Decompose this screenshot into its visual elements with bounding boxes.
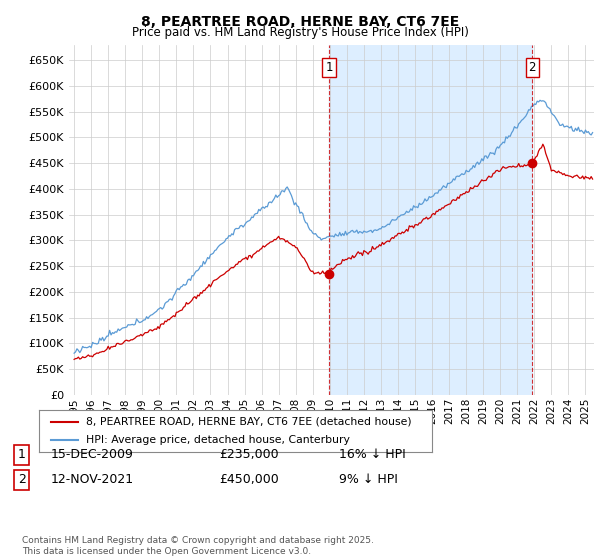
Text: HPI: Average price, detached house, Canterbury: HPI: Average price, detached house, Cant…	[86, 435, 350, 445]
Text: 12-NOV-2021: 12-NOV-2021	[51, 473, 134, 487]
Text: 15-DEC-2009: 15-DEC-2009	[51, 448, 134, 461]
Text: 2: 2	[17, 473, 26, 487]
Text: £450,000: £450,000	[219, 473, 279, 487]
Bar	[329, 45, 532, 395]
Text: 8, PEARTREE ROAD, HERNE BAY, CT6 7EE (detached house): 8, PEARTREE ROAD, HERNE BAY, CT6 7EE (de…	[86, 417, 412, 427]
Text: 1: 1	[17, 448, 26, 461]
Text: 8, PEARTREE ROAD, HERNE BAY, CT6 7EE: 8, PEARTREE ROAD, HERNE BAY, CT6 7EE	[141, 15, 459, 29]
Text: Price paid vs. HM Land Registry's House Price Index (HPI): Price paid vs. HM Land Registry's House …	[131, 26, 469, 39]
Text: Contains HM Land Registry data © Crown copyright and database right 2025.
This d: Contains HM Land Registry data © Crown c…	[22, 536, 373, 556]
Text: 1: 1	[325, 60, 333, 73]
Text: £235,000: £235,000	[219, 448, 278, 461]
Text: 9% ↓ HPI: 9% ↓ HPI	[339, 473, 398, 487]
Text: 2: 2	[529, 60, 536, 73]
Text: 16% ↓ HPI: 16% ↓ HPI	[339, 448, 406, 461]
